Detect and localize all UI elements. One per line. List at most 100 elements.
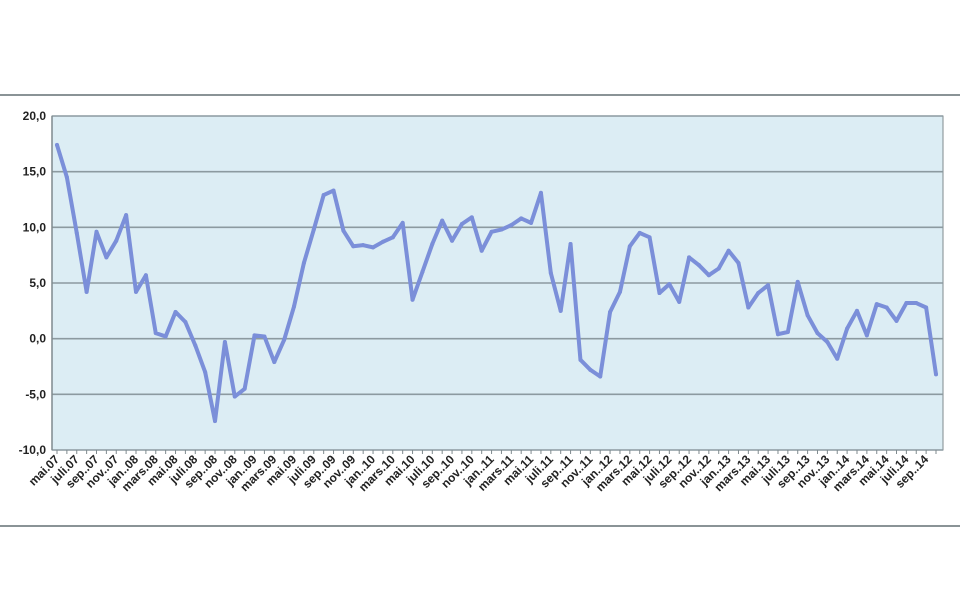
data-point — [904, 301, 909, 306]
data-point — [617, 289, 622, 294]
data-point — [766, 283, 771, 288]
data-point — [558, 308, 563, 313]
data-point — [726, 248, 731, 253]
data-point — [489, 229, 494, 234]
data-point — [884, 305, 889, 310]
data-point — [785, 329, 790, 334]
data-point — [114, 238, 119, 243]
gridlines — [51, 115, 943, 451]
data-point — [450, 238, 455, 243]
data-point — [390, 235, 395, 240]
data-point — [795, 279, 800, 284]
data-point — [815, 331, 820, 336]
data-point — [371, 245, 376, 250]
data-point — [262, 334, 267, 339]
data-point — [163, 334, 168, 339]
data-point — [222, 340, 227, 345]
bottom-rule — [0, 525, 960, 527]
data-point — [519, 216, 524, 221]
data-points — [55, 142, 938, 424]
data-point — [400, 220, 405, 225]
data-point — [94, 229, 99, 234]
data-point — [193, 343, 198, 348]
data-point — [292, 304, 297, 309]
data-point — [430, 242, 435, 247]
data-point — [242, 386, 247, 391]
data-point — [825, 340, 830, 345]
data-point — [183, 319, 188, 324]
data-point — [914, 301, 919, 306]
y-tick-label: 0,0 — [29, 332, 46, 346]
data-point — [74, 230, 79, 235]
data-point — [598, 374, 603, 379]
data-point — [677, 299, 682, 304]
data-point — [282, 337, 287, 342]
data-point — [104, 255, 109, 260]
data-point — [509, 223, 514, 228]
data-point — [134, 289, 139, 294]
x-axis-tick-labels: mai.07juli.07sep..07nov..07jan..08mars.0… — [26, 450, 937, 494]
data-point — [380, 239, 385, 244]
data-point — [746, 305, 751, 310]
data-point — [934, 372, 938, 377]
data-point — [874, 302, 879, 307]
data-point — [311, 227, 316, 232]
y-axis-tick-labels: 20,0 15,0 10,0 5,0 0,0 -5,0 -10,0 — [19, 109, 47, 457]
data-point — [331, 188, 336, 193]
data-point — [499, 227, 504, 232]
data-point — [687, 255, 692, 260]
data-point — [627, 244, 632, 249]
series-line — [55, 142, 938, 424]
data-point — [835, 356, 840, 361]
data-point — [301, 260, 306, 265]
y-tick-label: -5,0 — [25, 387, 46, 401]
data-point — [924, 305, 929, 310]
data-point — [213, 419, 218, 424]
data-point — [736, 260, 741, 265]
data-point — [637, 230, 642, 235]
data-point — [361, 243, 366, 248]
data-point — [864, 333, 869, 338]
data-point — [657, 291, 662, 296]
data-point — [538, 190, 543, 195]
data-point — [716, 266, 721, 271]
data-point — [232, 394, 237, 399]
data-point — [588, 367, 593, 372]
data-point — [272, 360, 277, 365]
data-point — [479, 248, 484, 253]
y-tick-label: 20,0 — [23, 109, 47, 123]
data-point — [548, 270, 553, 275]
data-point — [805, 313, 810, 318]
data-point — [203, 370, 208, 375]
top-rule — [0, 94, 960, 96]
data-point — [529, 220, 534, 225]
data-point — [647, 235, 652, 240]
data-point — [696, 263, 701, 268]
data-point — [84, 289, 89, 294]
data-point — [845, 326, 850, 331]
data-point — [440, 218, 445, 223]
data-point — [124, 213, 129, 218]
data-point — [64, 175, 69, 180]
data-point — [854, 308, 859, 313]
data-point — [341, 228, 346, 233]
data-point — [568, 242, 573, 247]
data-point — [706, 273, 711, 278]
data-point — [420, 269, 425, 274]
data-point — [775, 332, 780, 337]
y-tick-label: -10,0 — [19, 443, 47, 457]
data-point — [153, 331, 158, 336]
data-point — [667, 282, 672, 287]
data-point — [252, 333, 257, 338]
data-point — [351, 244, 356, 249]
data-point — [321, 193, 326, 198]
data-point — [608, 309, 613, 314]
data-point — [143, 273, 148, 278]
data-point — [173, 309, 178, 314]
data-point — [756, 291, 761, 296]
data-point — [578, 357, 583, 362]
y-tick-label: 10,0 — [23, 220, 47, 234]
data-point — [55, 142, 59, 147]
data-point — [459, 221, 464, 226]
